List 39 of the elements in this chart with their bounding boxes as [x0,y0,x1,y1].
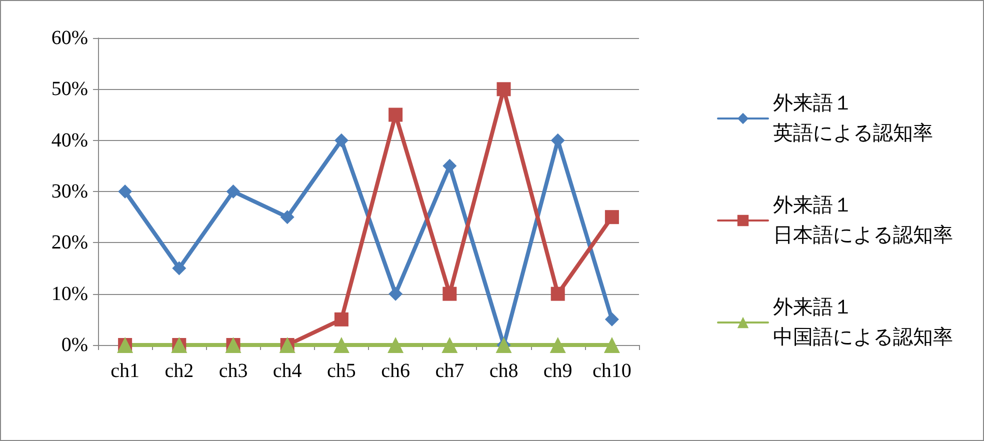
x-tick-label: ch7 [435,360,464,382]
x-tick-label: ch1 [110,360,140,382]
legend-label: 外来語１日本語による認知率 [773,194,953,246]
point [604,337,620,353]
x-tick-label: ch2 [164,360,194,382]
point [442,286,457,301]
point [604,210,619,224]
y-tick-label: 40% [51,129,88,152]
x-tick-label: ch9 [543,360,572,382]
point [550,337,566,353]
legend-label: 外来語１中国語による認知率 [773,296,953,348]
y-tick-label: 0% [61,334,88,356]
point [334,133,348,148]
x-tick-label: ch10 [592,360,632,382]
y-tick-label: 60% [51,27,88,49]
point [496,82,511,96]
point [388,286,403,301]
y-tick-label: 20% [51,232,88,254]
x-tick-label: ch5 [327,360,356,382]
point [550,286,565,301]
point [388,108,403,122]
x-tick-label: ch8 [489,360,518,382]
x-tick-label: ch4 [272,360,302,382]
point [442,337,458,353]
point [388,337,404,353]
point [172,261,186,276]
point [334,312,348,326]
y-tick-label: 50% [51,78,88,100]
y-tick-label: 10% [51,282,88,305]
point [226,184,240,198]
legend-label: 外来語１英語による認知率 [773,92,933,144]
point [118,184,132,198]
x-tick-label: ch6 [381,360,410,382]
point [442,158,457,173]
point [333,337,350,353]
point [280,210,294,224]
y-tick-label: 30% [51,180,88,202]
point [604,312,619,326]
x-tick-label: ch3 [218,360,248,382]
